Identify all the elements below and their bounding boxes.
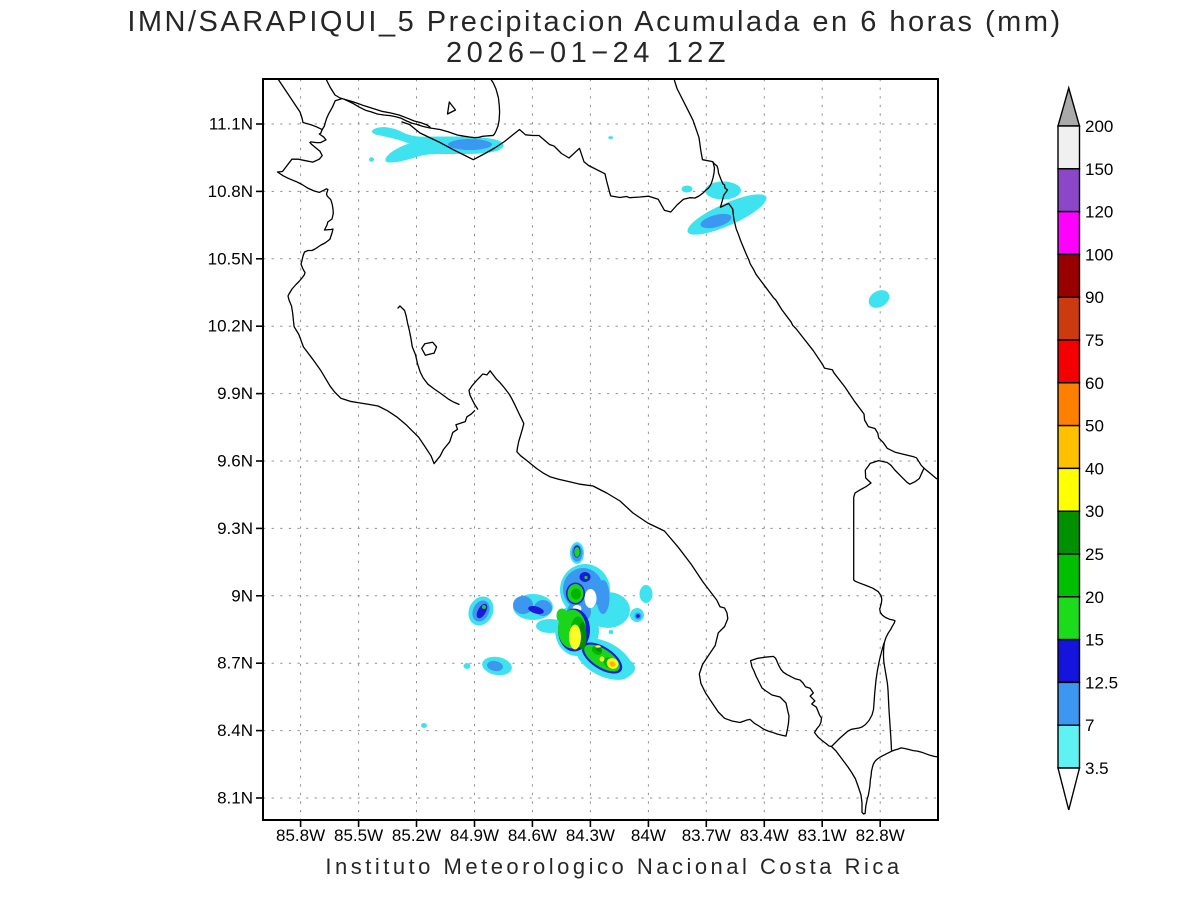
svg-text:83.4W: 83.4W [740, 826, 789, 845]
svg-text:60: 60 [1085, 374, 1104, 393]
svg-text:120: 120 [1085, 203, 1113, 222]
svg-text:2026−01−24 12Z: 2026−01−24 12Z [446, 37, 730, 69]
svg-text:9.9N: 9.9N [217, 384, 253, 403]
svg-text:7: 7 [1085, 716, 1094, 735]
svg-text:10.5N: 10.5N [208, 249, 253, 268]
svg-text:82.8W: 82.8W [856, 826, 905, 845]
svg-text:IMN/SARAPIQUI_5 Precipitacion: IMN/SARAPIQUI_5 Precipitacion Acumulada … [127, 6, 1062, 38]
svg-text:84.9W: 84.9W [450, 826, 499, 845]
svg-text:3.5: 3.5 [1085, 759, 1109, 778]
svg-text:84.3W: 84.3W [566, 826, 615, 845]
svg-text:84.6W: 84.6W [508, 826, 557, 845]
svg-text:83.1W: 83.1W [798, 826, 847, 845]
svg-text:85.2W: 85.2W [392, 826, 441, 845]
svg-text:12.5: 12.5 [1085, 673, 1118, 692]
svg-text:200: 200 [1085, 117, 1113, 136]
svg-text:9N: 9N [231, 586, 253, 605]
svg-text:9.6N: 9.6N [217, 452, 253, 471]
svg-text:10.8N: 10.8N [208, 182, 253, 201]
svg-text:25: 25 [1085, 545, 1104, 564]
svg-text:90: 90 [1085, 288, 1104, 307]
svg-text:8.4N: 8.4N [217, 721, 253, 740]
svg-text:Instituto Meteorologico Nacion: Instituto Meteorologico Nacional Costa R… [325, 854, 902, 879]
svg-text:100: 100 [1085, 245, 1113, 264]
svg-text:85.8W: 85.8W [276, 826, 325, 845]
svg-text:11.1N: 11.1N [209, 115, 253, 134]
svg-text:50: 50 [1085, 417, 1104, 436]
svg-text:84W: 84W [631, 826, 666, 845]
svg-text:85.5W: 85.5W [334, 826, 383, 845]
svg-text:10.2N: 10.2N [208, 317, 253, 336]
svg-text:75: 75 [1085, 331, 1104, 350]
svg-text:8.1N: 8.1N [217, 789, 253, 808]
svg-text:20: 20 [1085, 588, 1104, 607]
svg-text:15: 15 [1085, 631, 1104, 650]
svg-text:8.7N: 8.7N [217, 654, 253, 673]
svg-text:30: 30 [1085, 502, 1104, 521]
svg-text:83.7W: 83.7W [682, 826, 731, 845]
svg-text:150: 150 [1085, 160, 1113, 179]
svg-text:9.3N: 9.3N [217, 519, 253, 538]
svg-text:40: 40 [1085, 459, 1104, 478]
